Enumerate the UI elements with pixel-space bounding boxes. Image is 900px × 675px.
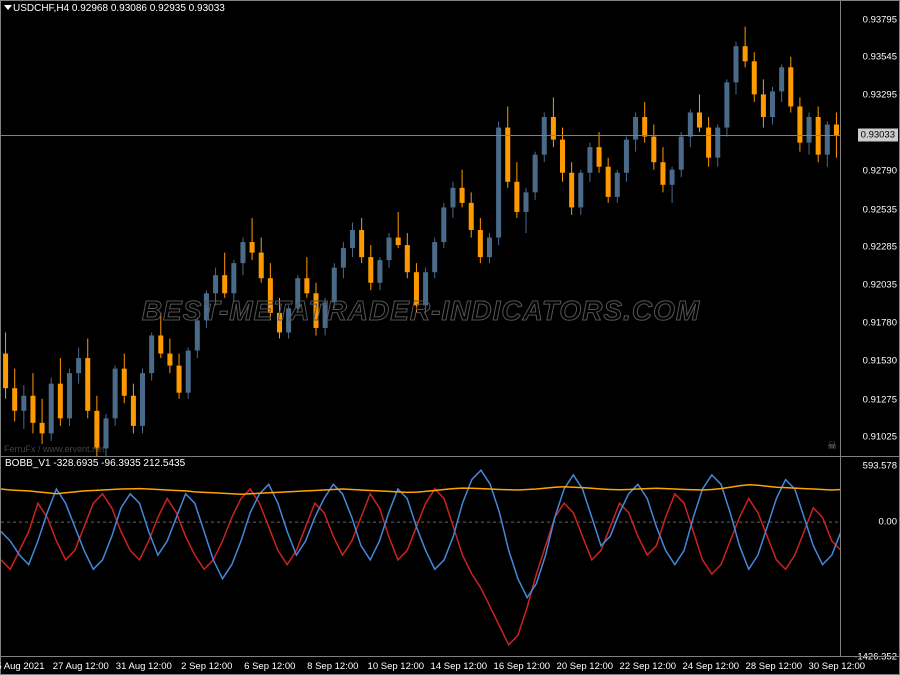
skull-icon: ☠ <box>827 439 837 452</box>
x-tick-label: 8 Sep 12:00 <box>307 661 358 672</box>
indicator-title: BOBB_V1 -328.6935 -96.3935 212.5435 <box>5 458 185 469</box>
price-panel[interactable]: USDCHF,H4 0.92968 0.93086 0.92935 0.9303… <box>1 1 899 457</box>
x-tick-label: 30 Sep 12:00 <box>809 661 866 672</box>
x-tick-label: 28 Sep 12:00 <box>746 661 803 672</box>
indicator-chart[interactable] <box>1 456 841 659</box>
y-tick-label: 0.92285 <box>863 242 897 253</box>
indicator-panel[interactable]: BOBB_V1 -328.6935 -96.3935 212.5435 -142… <box>1 456 899 657</box>
time-axis: 25 Aug 2021 27 Aug 12:00 31 Aug 12:00 2 Sep… <box>1 656 899 674</box>
chart-title: USDCHF,H4 0.92968 0.93086 0.92935 0.9303… <box>13 3 225 14</box>
candlestick-chart[interactable] <box>1 1 841 456</box>
y-tick-label: 0.91530 <box>863 356 897 367</box>
y-tick-label: 0.91275 <box>863 394 897 405</box>
y-tick-label: 0.93295 <box>863 90 897 101</box>
price-chart-area[interactable]: USDCHF,H4 0.92968 0.93086 0.92935 0.9303… <box>1 1 841 456</box>
x-tick-label: 10 Sep 12:00 <box>368 661 425 672</box>
indicator-y-axis: -1426.3520.00593.578 <box>840 456 899 657</box>
x-tick-label: 27 Aug 12:00 <box>53 661 109 672</box>
x-tick-label: 31 Aug 12:00 <box>116 661 172 672</box>
y-tick-label: 0.93795 <box>863 14 897 25</box>
x-tick-label: 14 Sep 12:00 <box>431 661 488 672</box>
y-tick-label: 0.91025 <box>863 432 897 443</box>
price-y-axis: 0.91025 0.91275 0.91530 0.91780 0.92035 0.922… <box>840 1 899 456</box>
x-tick-label: 24 Sep 12:00 <box>683 661 740 672</box>
y-tick-label: 0.92535 <box>863 204 897 215</box>
indicator-chart-area[interactable]: BOBB_V1 -328.6935 -96.3935 212.5435 <box>1 456 841 657</box>
y-tick-label: 593.578 <box>863 461 897 472</box>
x-tick-label: 6 Sep 12:00 <box>244 661 295 672</box>
y-tick-label: 0.93545 <box>863 52 897 63</box>
x-tick-label: 20 Sep 12:00 <box>557 661 614 672</box>
current-price-line <box>1 135 841 136</box>
x-tick-label: 22 Sep 12:00 <box>620 661 677 672</box>
y-tick-label: 0.00 <box>879 517 898 528</box>
x-tick-label: 2 Sep 12:00 <box>181 661 232 672</box>
y-tick-label: 0.91780 <box>863 318 897 329</box>
y-tick-label: 0.92035 <box>863 279 897 290</box>
watermark-text: BEST-METATRADER-INDICATORS.COM <box>142 295 700 327</box>
current-price-label: 0.93033 <box>858 128 898 141</box>
x-tick-label: 16 Sep 12:00 <box>494 661 551 672</box>
x-tick-label: 25 Aug 2021 <box>0 661 44 672</box>
y-tick-label: 0.92790 <box>863 166 897 177</box>
credit-text: FerruFx / www.ervent.net <box>4 444 105 454</box>
chart-container: USDCHF,H4 0.92968 0.93086 0.92935 0.9303… <box>0 0 900 675</box>
